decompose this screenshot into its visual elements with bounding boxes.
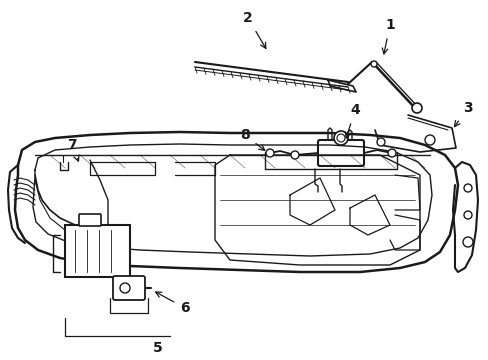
Text: 2: 2	[243, 11, 265, 48]
Circle shape	[462, 237, 472, 247]
Circle shape	[333, 131, 347, 145]
Circle shape	[463, 211, 471, 219]
Circle shape	[120, 283, 130, 293]
Circle shape	[376, 138, 384, 146]
Circle shape	[387, 149, 395, 157]
Circle shape	[370, 61, 376, 67]
Circle shape	[463, 184, 471, 192]
Text: 3: 3	[453, 101, 472, 127]
Circle shape	[290, 151, 298, 159]
Text: 7: 7	[67, 138, 79, 161]
Circle shape	[336, 134, 345, 142]
FancyBboxPatch shape	[79, 214, 101, 226]
Text: 5: 5	[153, 341, 163, 355]
Text: 4: 4	[345, 103, 359, 138]
Text: 6: 6	[155, 292, 189, 315]
Circle shape	[424, 135, 434, 145]
Text: 8: 8	[240, 128, 264, 150]
Text: 1: 1	[382, 18, 394, 54]
Circle shape	[265, 149, 273, 157]
Circle shape	[411, 103, 421, 113]
FancyBboxPatch shape	[65, 225, 130, 277]
FancyBboxPatch shape	[113, 276, 145, 300]
FancyBboxPatch shape	[317, 140, 363, 166]
